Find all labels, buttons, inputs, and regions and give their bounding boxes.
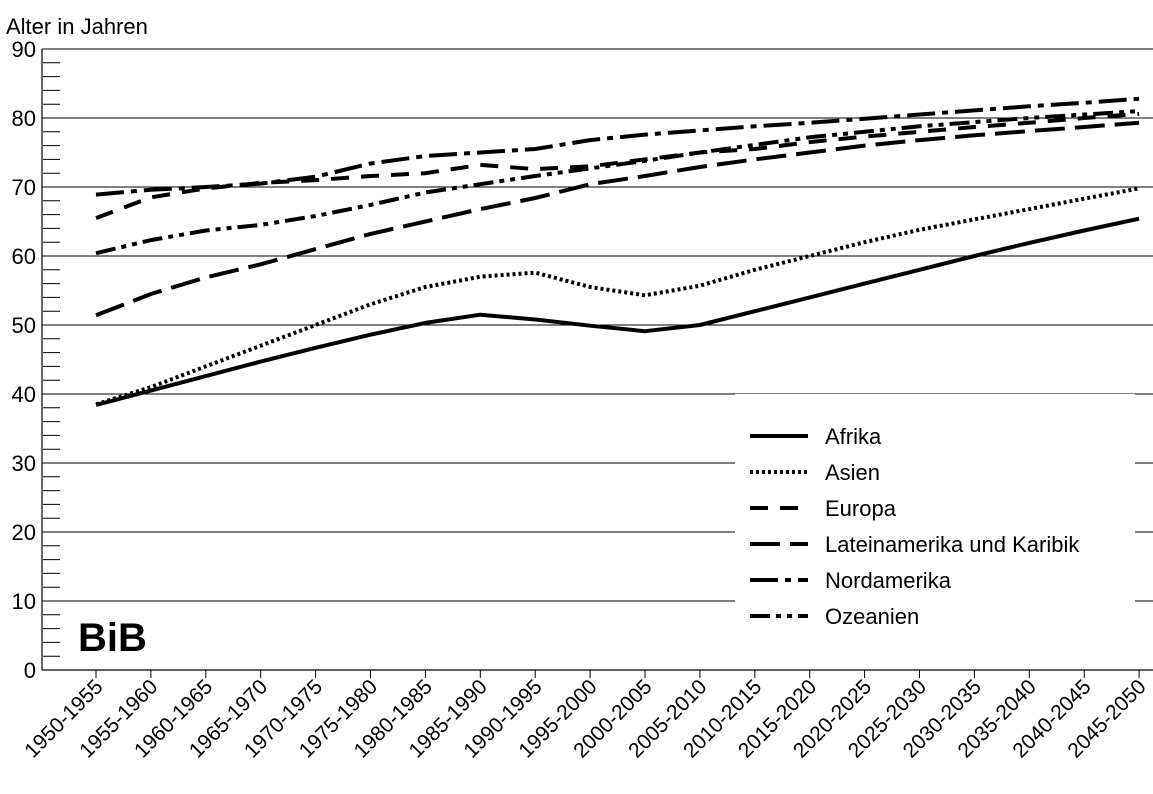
series-lines (95, 96, 1140, 407)
y-tick-label-90: 90 (12, 37, 36, 62)
legend-label-europa: Europa (825, 496, 897, 521)
y-tick-label-0: 0 (24, 658, 36, 683)
y-tick-label-50: 50 (12, 313, 36, 338)
series-line-nordamerika (95, 96, 1140, 197)
series-line-ozeanien (95, 109, 1140, 256)
legend-label-afrika: Afrika (825, 424, 882, 449)
y-tick-label-30: 30 (12, 451, 36, 476)
bib-logo: BiB (78, 616, 147, 660)
x-axis-ticks: 1950-19551955-19601960-19651965-19701970… (20, 670, 1151, 763)
series-line-asien (95, 186, 1140, 407)
series-line-afrika (95, 216, 1140, 407)
legend-label-lateinamerika-und-karibik: Lateinamerika und Karibik (825, 532, 1080, 557)
legend: Afrika Asien Europa Lateinamerika und Karib… (735, 394, 1135, 640)
y-tick-label-40: 40 (12, 382, 36, 407)
legend-label-ozeanien: Ozeanien (825, 604, 919, 629)
legend-label-asien: Asien (825, 460, 880, 485)
y-axis-title: Alter in Jahren (6, 14, 148, 39)
y-tick-label-20: 20 (12, 520, 36, 545)
series-line-lateinamerika-und-karibik (95, 120, 1140, 318)
y-tick-label-60: 60 (12, 244, 36, 269)
y-axis-ticks: 0 10 20 30 40 50 60 70 80 90 (12, 37, 70, 683)
y-tick-label-10: 10 (12, 589, 36, 614)
y-tick-label-70: 70 (12, 175, 36, 200)
legend-background (735, 394, 1135, 640)
axes (41, 49, 1153, 671)
legend-label-nordamerika: Nordamerika (825, 568, 952, 593)
y-tick-label-80: 80 (12, 106, 36, 131)
